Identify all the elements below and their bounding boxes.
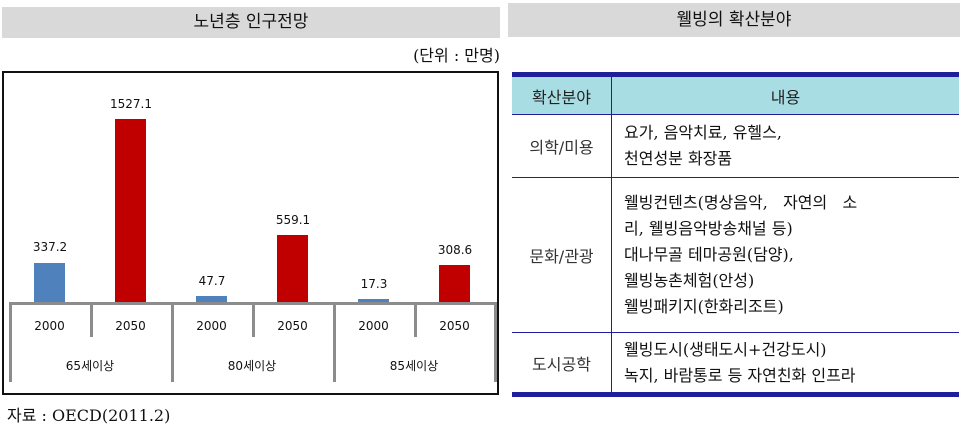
x-group-label: 65세이상 — [65, 359, 115, 373]
table-row: 도시공학 웰빙도시(생태도시+건강도시) 녹지, 바람통로 등 자연친화 인프라 — [512, 332, 960, 395]
chart-panel-title: 노년층 인구전망 — [2, 7, 500, 38]
value-label-65-2000: 337.2 — [32, 240, 68, 254]
bar-85-2050 — [439, 265, 470, 302]
content-line: 웰빙도시(생태도시+건강도시) — [624, 339, 827, 359]
table-header-row: 확산분야 내용 — [512, 74, 959, 115]
table-row: 문화/관광 웰빙컨텐츠(명상음악, 자연의 소 리, 웰빙음악방송채널 등) 대… — [512, 177, 959, 333]
header-field: 확산분야 — [512, 74, 612, 115]
value-label-80-2050: 559.1 — [275, 213, 311, 227]
bar-80-2050 — [277, 235, 308, 302]
content-line: 웰빙패키지(한화리조트) — [624, 297, 784, 316]
content-line: 녹지, 바람통로 등 자연친화 인프라 — [624, 365, 856, 385]
table-panel-title: 웰빙의 확산분야 — [508, 3, 960, 37]
value-label-85-2000: 17.3 — [360, 277, 388, 291]
axis-subdivider — [90, 302, 93, 337]
unit-label: (단위 : 만명) — [413, 46, 500, 65]
content-line: 웰빙농촌체험(안성) — [624, 271, 755, 290]
row-field: 의학/미용 — [512, 114, 612, 178]
content-line: 리, 웰빙음악방송채널 등) — [624, 219, 793, 238]
wellbeing-table: 확산분야 내용 의학/미용 요가, 음악치료, 유헬스, 천연성분 화장품 문화… — [512, 72, 959, 397]
row-content: 웰빙컨텐츠(명상음악, 자연의 소 리, 웰빙음악방송채널 등) 대나무골 테마… — [611, 177, 959, 333]
x-tick-label: 2000 — [358, 319, 389, 333]
x-tick-label: 2050 — [439, 319, 470, 333]
content-line: 천연성분 화장품 — [624, 149, 733, 168]
axis-divider — [9, 302, 12, 382]
value-label-65-2050: 1527.1 — [110, 97, 152, 111]
value-label-85-2050: 308.6 — [437, 243, 473, 257]
row-field: 문화/관광 — [512, 177, 612, 333]
x-tick-label: 2000 — [34, 319, 65, 333]
bar-85-2000 — [358, 299, 389, 302]
x-group-label: 85세이상 — [389, 359, 439, 373]
bar-80-2000 — [196, 296, 227, 302]
bar-65-2050 — [115, 119, 146, 302]
source-note: 자료 : OECD(2011.2) — [7, 406, 171, 425]
header-content: 내용 — [611, 74, 959, 115]
row-field: 도시공학 — [512, 332, 612, 395]
row-content: 요가, 음악치료, 유헬스, 천연성분 화장품 — [611, 114, 959, 178]
table-row: 의학/미용 요가, 음악치료, 유헬스, 천연성분 화장품 — [512, 114, 959, 178]
x-tick-label: 2050 — [277, 319, 308, 333]
axis-divider — [171, 302, 174, 382]
content-line: 대나무골 테마공원(담양), — [624, 245, 794, 264]
x-tick-label: 2050 — [115, 319, 146, 333]
axis-divider — [333, 302, 336, 382]
row-content: 웰빙도시(생태도시+건강도시) 녹지, 바람통로 등 자연친화 인프라 — [612, 333, 960, 395]
content-line: 웰빙컨텐츠(명상음악, 자연의 소 — [624, 193, 858, 212]
x-group-label: 80세이상 — [227, 359, 277, 373]
bar-65-2000 — [34, 263, 65, 302]
bar-chart: 337.2 1527.1 47.7 559.1 17.3 308.6 2000 … — [2, 71, 499, 395]
axis-subdivider — [414, 302, 417, 337]
value-label-80-2000: 47.7 — [198, 274, 226, 288]
axis-subdivider — [252, 302, 255, 337]
x-tick-label: 2000 — [196, 319, 227, 333]
content-line: 요가, 음악치료, 유헬스, — [624, 123, 782, 142]
axis-divider — [494, 302, 497, 382]
